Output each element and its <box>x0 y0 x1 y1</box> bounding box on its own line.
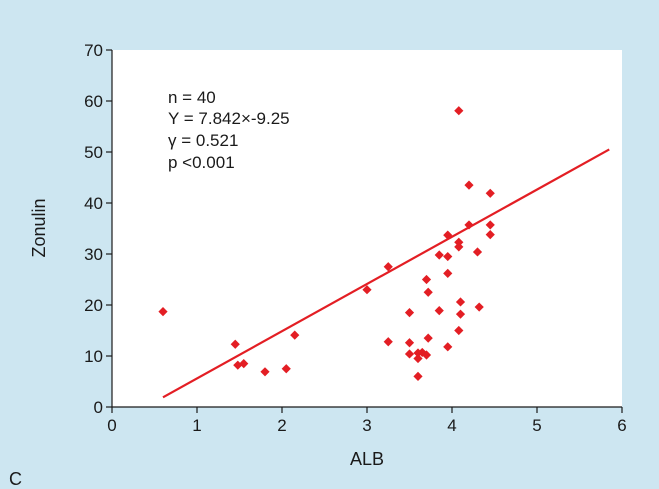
data-point <box>474 302 484 312</box>
regression-line-layer <box>162 148 610 399</box>
data-point <box>454 325 464 336</box>
annotation-p-value: p <0.001 <box>168 153 235 172</box>
data-point <box>443 230 453 240</box>
data-point <box>230 339 240 349</box>
x-tick-label: 5 <box>532 416 541 435</box>
x-tick-label: 4 <box>447 416 456 435</box>
y-tick-label: 50 <box>84 143 103 162</box>
data-point <box>260 367 270 377</box>
data-point <box>362 285 372 295</box>
x-tick-label: 3 <box>362 416 371 435</box>
data-point <box>454 106 464 116</box>
annotation-n: n = 40 <box>168 88 216 107</box>
data-point <box>443 268 453 278</box>
data-point <box>443 251 453 262</box>
data-point <box>423 287 433 297</box>
panel-label: C <box>9 469 22 489</box>
y-tick-label: 0 <box>94 398 103 417</box>
data-point <box>485 220 495 230</box>
x-tick-label: 6 <box>617 416 626 435</box>
data-point <box>158 307 168 317</box>
data-point <box>404 308 415 318</box>
annotation-gamma: γ = 0.521 <box>168 131 238 150</box>
x-tick-label: 2 <box>277 416 286 435</box>
data-point <box>421 350 432 360</box>
data-point <box>464 220 474 230</box>
y-tick-label: 10 <box>84 347 103 366</box>
y-tick-label: 30 <box>84 245 103 264</box>
data-point <box>443 342 453 352</box>
data-point <box>434 306 444 316</box>
y-tick-label: 40 <box>84 194 103 213</box>
data-point <box>383 337 393 347</box>
y-tick-label: 60 <box>84 92 103 111</box>
data-point <box>485 230 495 240</box>
x-tick-label: 0 <box>107 416 116 435</box>
data-points-layer <box>158 106 495 381</box>
data-point <box>290 330 300 340</box>
data-point <box>413 353 423 364</box>
data-point <box>472 247 483 257</box>
plot-area-background <box>112 50 622 407</box>
data-point <box>413 371 423 381</box>
regression-line <box>162 148 610 399</box>
x-tick-label: 1 <box>192 416 201 435</box>
data-point <box>423 333 433 343</box>
data-point <box>404 338 415 348</box>
x-axis-label: ALB <box>350 449 384 469</box>
data-point <box>455 309 466 319</box>
y-axis-label: Zonulin <box>29 198 49 257</box>
data-point <box>455 297 466 307</box>
stats-annotation: n = 40 Y = 7.842×-9.25 γ = 0.521 p <0.00… <box>168 88 290 172</box>
data-point <box>454 242 464 252</box>
annotation-equation: Y = 7.842×-9.25 <box>168 109 290 128</box>
y-tick-label: 70 <box>84 41 103 60</box>
data-point <box>404 349 415 359</box>
data-point <box>281 364 291 374</box>
data-point <box>434 250 444 260</box>
data-point <box>383 262 393 272</box>
data-point <box>464 180 474 190</box>
data-point <box>485 188 495 198</box>
data-point <box>239 359 249 369</box>
data-point <box>421 274 432 285</box>
y-tick-label: 20 <box>84 296 103 315</box>
